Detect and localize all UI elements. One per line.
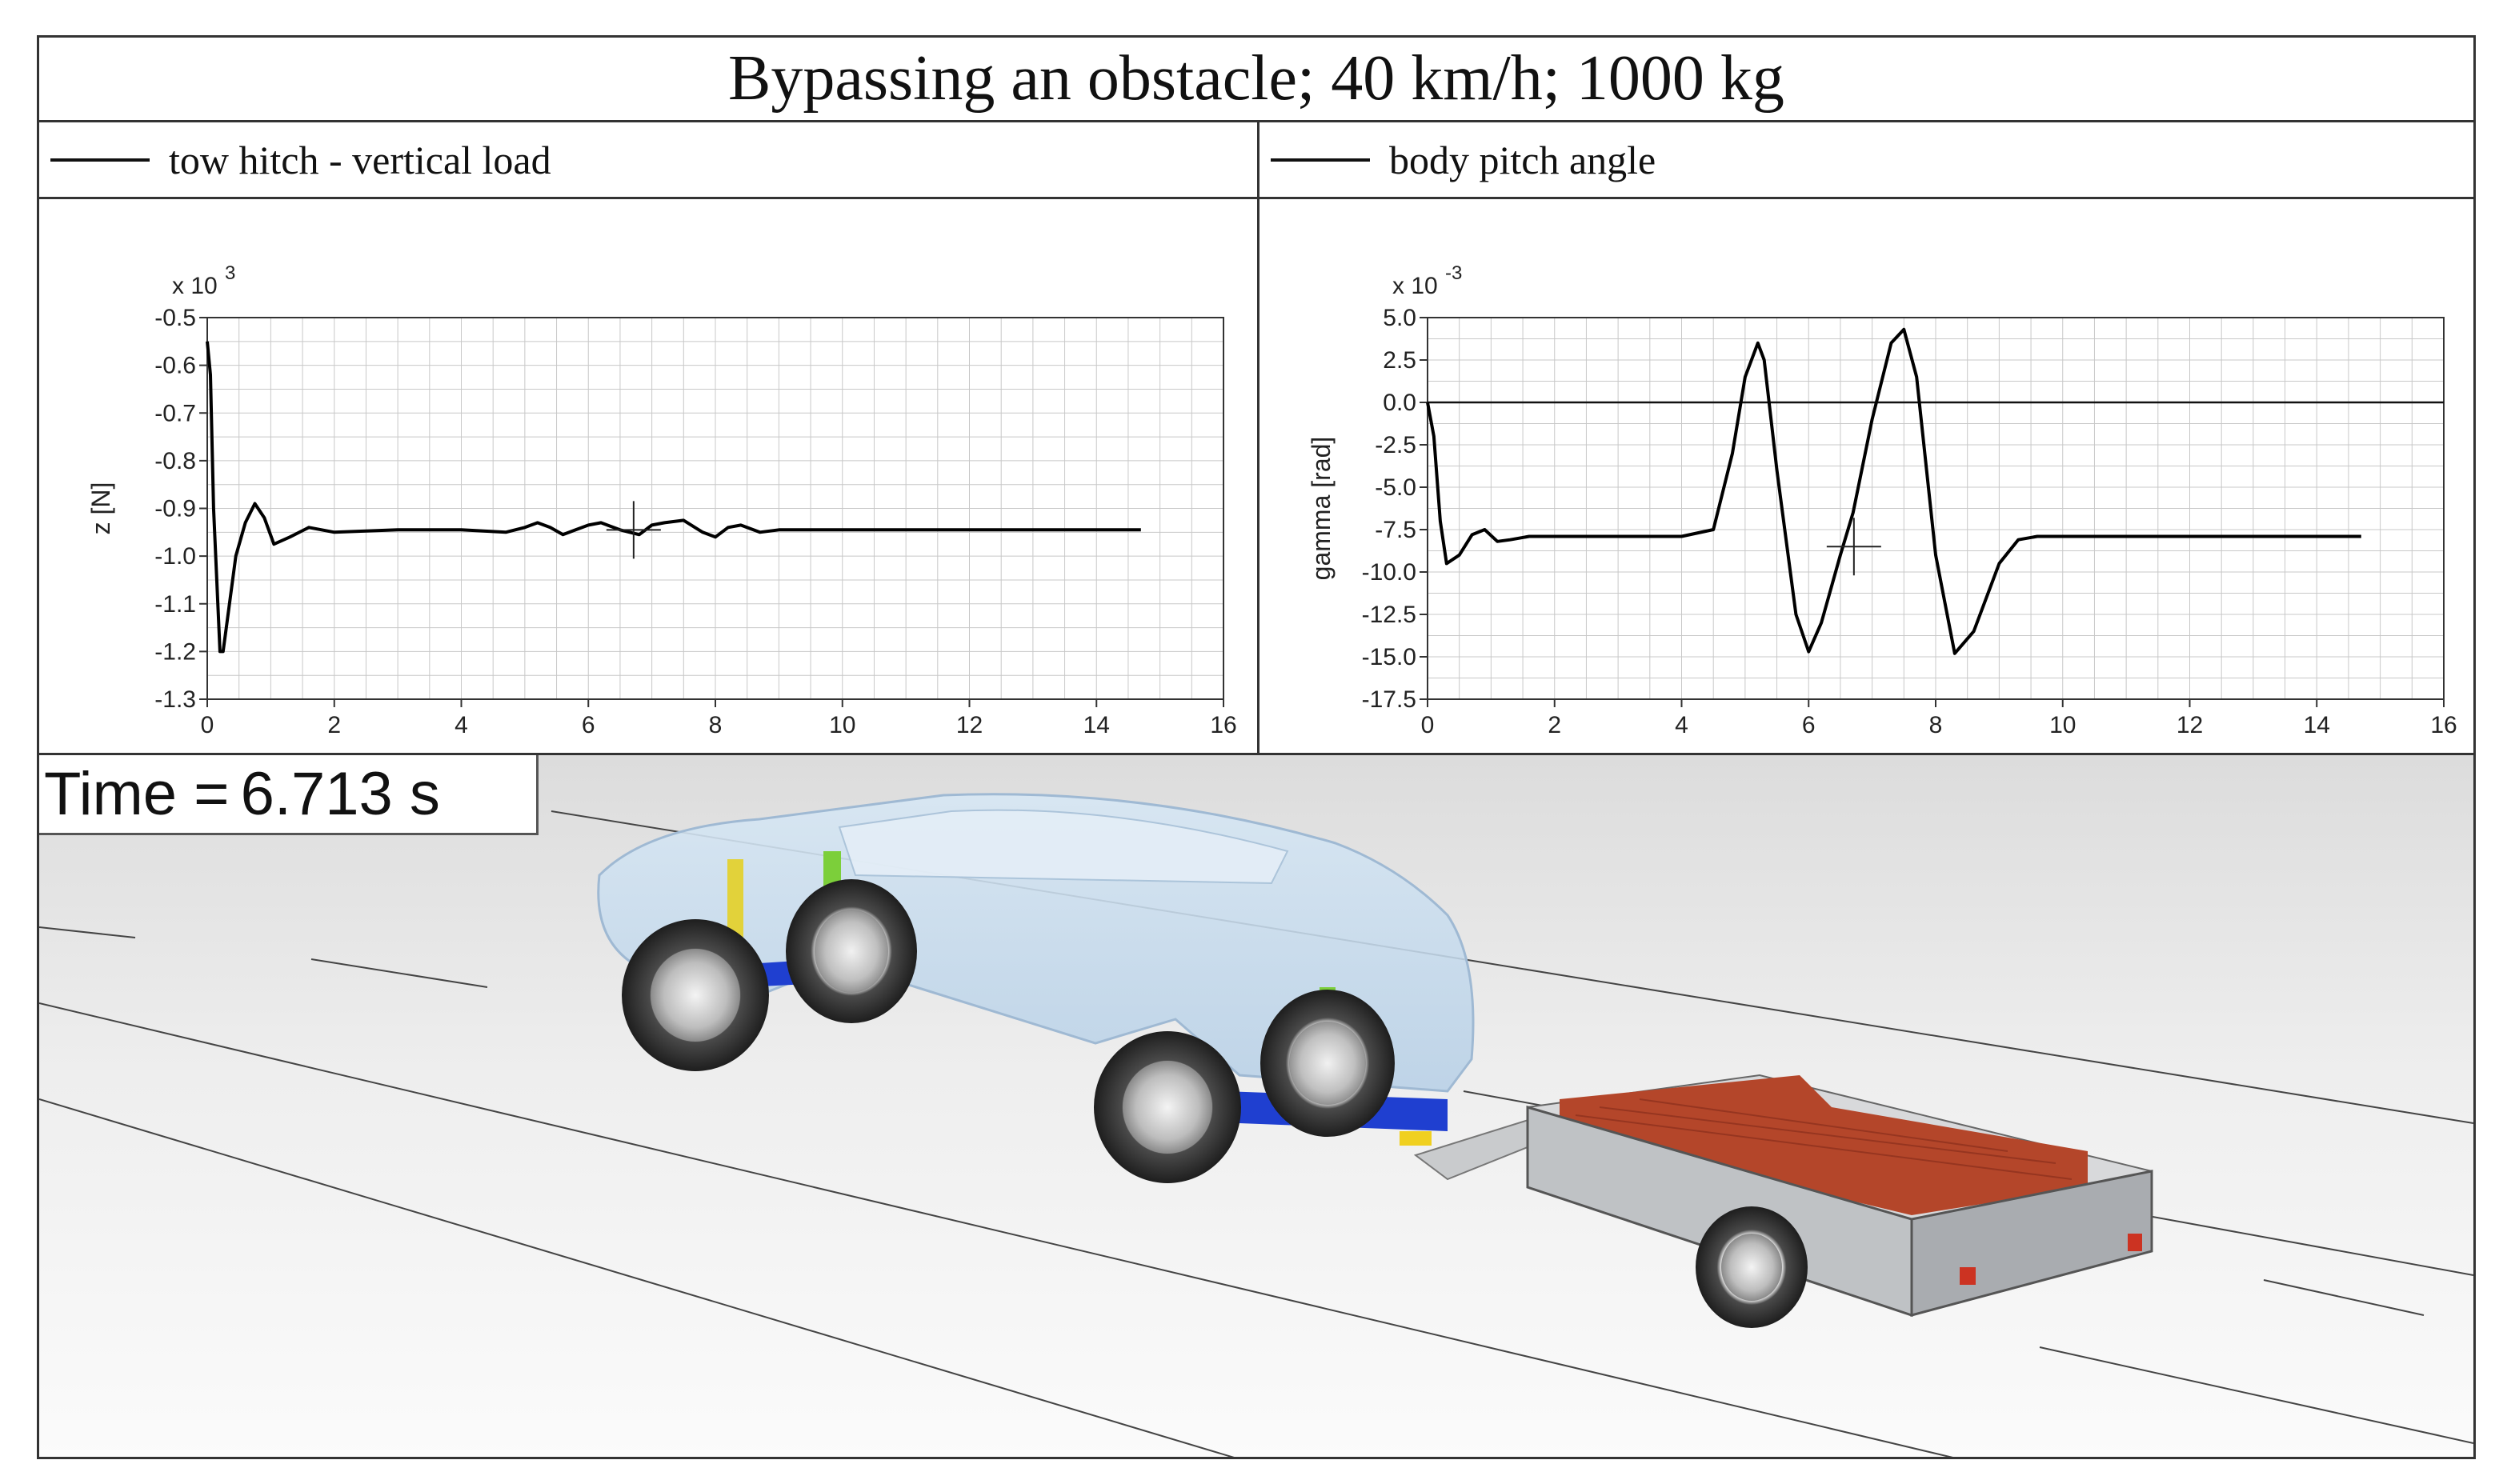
x-tick-label: 14 (2304, 712, 2330, 738)
x-tick-label: 16 (2430, 712, 2457, 738)
chart-tow-hitch-load: 0 2 4 6 8 10 12 14 16 -0.5 -0.6 -0.7 -0.8 -0.9 -1.0 -1.… (86, 262, 1237, 751)
legend-line-swatch (1271, 158, 1370, 162)
y-tick-label: -0.5 (154, 305, 196, 331)
y-tick-label: -1.0 (154, 543, 196, 570)
x-tick-label: 4 (1675, 712, 1688, 738)
y-tick-label: -7.5 (1375, 517, 1416, 543)
x-axis-label: time [s] (674, 748, 756, 751)
y-multiplier: x 10 (172, 273, 218, 299)
time-value: 6.713 s (240, 760, 440, 828)
chart-body-pitch-angle: 0 2 4 6 8 10 12 14 16 5.0 2.5 0.0 -2.5 -5.0 -7.5 -10.0 -… (1307, 262, 2457, 751)
y-tick-label: 0.0 (1383, 390, 1416, 416)
y-multiplier-exponent: -3 (1445, 262, 1462, 284)
x-tick-label: 6 (582, 712, 595, 738)
y-tick-label: -0.9 (154, 496, 196, 522)
y-multiplier: x 10 (1392, 273, 1438, 299)
x-tick-label: 12 (2177, 712, 2203, 738)
x-tick-label: 2 (1548, 712, 1561, 738)
x-tick-label: 16 (1210, 712, 1236, 738)
y-tick-label: -0.8 (154, 448, 196, 474)
x-tick-label: 0 (201, 712, 214, 738)
y-tick-label: 2.5 (1383, 347, 1416, 374)
series-line (206, 341, 1141, 654)
y-tick-label: -15.0 (1362, 644, 1416, 670)
x-tick-label: 4 (455, 712, 468, 738)
time-prefix: Time = (44, 760, 230, 828)
y-tick-label: -10.0 (1362, 559, 1416, 586)
y-tick-label: -5.0 (1375, 474, 1416, 501)
legend-label-pitch: body pitch angle (1389, 137, 1656, 182)
figure-frame: Bypassing an obstacle; 40 km/h; 1000 kg … (37, 35, 2476, 1459)
y-tick-label: -0.7 (154, 400, 196, 426)
x-axis-label: time [s] (1894, 748, 1976, 751)
y-tick-label: -1.1 (154, 591, 196, 618)
y-tick-label: -1.3 (154, 686, 196, 713)
y-tick-label: -12.5 (1362, 602, 1416, 628)
x-tick-label: 14 (1083, 712, 1110, 738)
y-multiplier-exponent: 3 (225, 262, 235, 284)
x-tick-label: 2 (327, 712, 341, 738)
y-axis-label: z [N] (86, 482, 115, 535)
scene-render (39, 755, 2473, 1457)
legend-right: body pitch angle (1260, 122, 2473, 199)
x-tick-label: 8 (1929, 712, 1943, 738)
panel-divider (1257, 122, 1260, 754)
x-tick-label: 12 (956, 712, 983, 738)
trailer (1413, 1074, 2153, 1328)
x-tick-label: 10 (2049, 712, 2076, 738)
x-tick-label: 6 (1802, 712, 1816, 738)
figure-title: Bypassing an obstacle; 40 km/h; 1000 kg (39, 38, 2473, 122)
time-readout: Time = 6.713 s (39, 755, 539, 835)
y-tick-label: -2.5 (1375, 432, 1416, 458)
car (597, 793, 1475, 1183)
x-tick-label: 10 (829, 712, 855, 738)
y-tick-label: 5.0 (1383, 305, 1416, 331)
y-tick-label: -0.6 (154, 353, 196, 379)
y-tick-label: -1.2 (154, 638, 196, 665)
series-line (1426, 327, 2361, 655)
legend-label-tow-hitch: tow hitch - vertical load (169, 137, 551, 182)
simulation-viewport: Time = 6.713 s (39, 753, 2473, 1457)
y-tick-label: -17.5 (1362, 686, 1416, 713)
x-tick-label: 0 (1421, 712, 1435, 738)
legend-line-swatch (50, 158, 150, 162)
y-axis-label: gamma [rad] (1307, 437, 1336, 581)
x-tick-label: 8 (709, 712, 723, 738)
legend-left: tow hitch - vertical load (39, 122, 1257, 199)
